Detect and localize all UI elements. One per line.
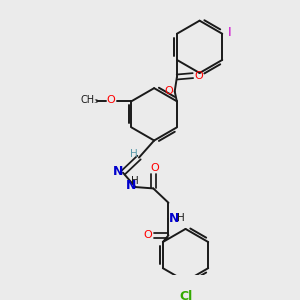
Text: N: N	[113, 165, 123, 178]
Text: O: O	[106, 95, 115, 105]
Text: I: I	[228, 26, 232, 39]
Text: O: O	[144, 230, 152, 240]
Text: N: N	[169, 212, 180, 225]
Text: O: O	[150, 163, 159, 173]
Text: H: H	[131, 176, 139, 186]
Text: CH₃: CH₃	[80, 95, 99, 105]
Text: H: H	[177, 214, 185, 224]
Text: H: H	[130, 149, 138, 159]
Text: O: O	[164, 86, 173, 96]
Text: N: N	[125, 179, 136, 193]
Text: O: O	[194, 70, 203, 81]
Text: Cl: Cl	[179, 290, 192, 300]
